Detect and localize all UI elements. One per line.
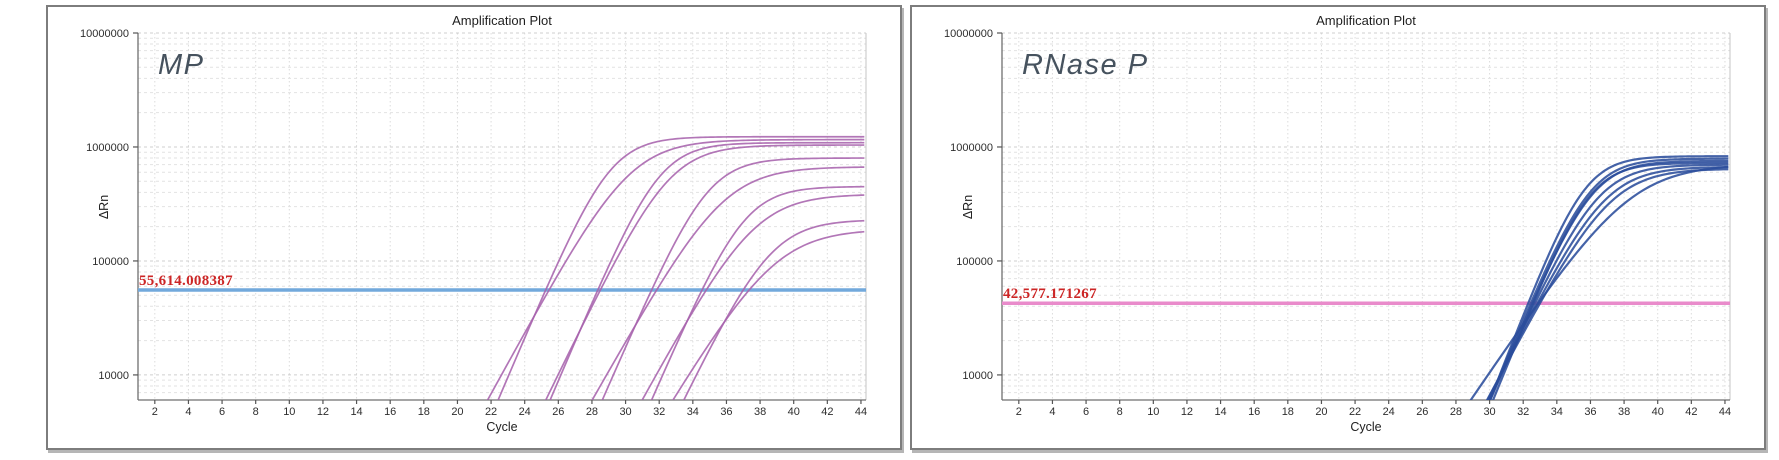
x-tick-label: 30 [1483,406,1495,418]
x-tick-label: 2 [1016,406,1022,418]
x-axis-title: Cycle [486,420,518,434]
x-tick-label: 32 [1517,406,1529,418]
x-tick-label: 36 [1584,406,1596,418]
x-tick-label: 24 [519,406,531,418]
x-tick-label: 18 [418,406,430,418]
curve-dil5-rep2[interactable] [647,230,865,442]
x-tick-label: 16 [1248,406,1260,418]
x-tick-label: 22 [1349,406,1361,418]
amplification-curves [466,135,865,443]
x-tick-label: 42 [821,406,833,418]
x-tick-label: 30 [619,406,631,418]
curve-rep2[interactable] [1474,157,1729,439]
x-tick-label: 2 [152,406,158,418]
x-tick-label: 42 [1685,406,1697,418]
grid [1002,32,1730,400]
y-tick-label: 10000 [98,370,129,382]
curve-rep7[interactable] [1443,165,1729,440]
curve-dil2-rep2[interactable] [526,144,865,440]
x-tick-label: 8 [253,406,259,418]
x-tick-label: 12 [317,406,329,418]
curve-dil1-rep2[interactable] [466,138,865,440]
x-tick-label: 38 [1618,406,1630,418]
x-tick-label: 40 [1652,406,1664,418]
mp-plot-panel: 10000000 1000000 100000 10000 2 4 6 8 10 12 14 16 18… [46,5,902,450]
y-tick-label: 100000 [956,256,993,268]
axes [133,32,867,404]
axes [997,32,1731,404]
y-axis-title: ΔRn [961,194,975,220]
y-tick-label: 10000 [962,370,993,382]
x-tick-label: 20 [451,406,463,418]
curve-dil3-rep2[interactable] [569,166,865,440]
y-tick-label: 10000000 [80,28,129,40]
x-tick-label: 22 [485,406,497,418]
threshold-value-label: 42,577.171267 [1003,286,1097,303]
x-tick-label: 8 [1117,406,1123,418]
x-tick-label: 28 [1450,406,1462,418]
assay-label-mp: MP [158,49,205,81]
x-tick-label: 4 [185,406,191,418]
x-tick-label: 44 [855,406,867,418]
x-tick-label: 10 [1147,406,1159,418]
curve-rep8[interactable] [1466,168,1729,439]
x-tick-label: 10 [283,406,295,418]
x-tick-label: 20 [1315,406,1327,418]
x-tick-label: 26 [1416,406,1428,418]
y-tick-label: 1000000 [86,142,129,154]
plot-title: Amplification Plot [1316,13,1416,28]
curve-dil5-rep1[interactable] [663,219,865,443]
x-tick-label: 28 [586,406,598,418]
x-tick-label: 12 [1181,406,1193,418]
x-tick-label: 34 [687,406,699,418]
x-tick-label: 44 [1719,406,1731,418]
x-tick-label: 14 [1214,406,1226,418]
grid [138,32,866,400]
x-tick-label: 4 [1049,406,1055,418]
curve-dil2-rep1[interactable] [534,141,865,438]
x-tick-label: 18 [1282,406,1294,418]
x-tick-label: 14 [350,406,362,418]
x-tick-label: 34 [1551,406,1563,418]
x-tick-label: 40 [788,406,800,418]
y-tick-label: 100000 [92,256,129,268]
curve-dil4-rep1[interactable] [635,185,865,439]
curve-dil1-rep1[interactable] [481,135,865,441]
curve-dil4-rep2[interactable] [620,194,865,441]
y-tick-label: 1000000 [950,142,993,154]
plot-title: Amplification Plot [452,13,552,28]
amplification-curves [1443,155,1729,443]
rnasep-plot-panel: 10000000 1000000 100000 10000 2 4 6 8 10 12 14 16 18… [910,5,1766,450]
x-tick-label: 32 [653,406,665,418]
assay-label-rnasep: RNase P [1022,49,1149,81]
x-tick-label: 24 [1383,406,1395,418]
curve-dil3-rep1[interactable] [584,157,865,441]
x-tick-label: 36 [720,406,732,418]
threshold-value-label: 55,614.008387 [139,272,233,289]
y-tick-label: 10000000 [944,28,993,40]
y-axis-title: ΔRn [97,194,111,220]
x-tick-label: 26 [552,406,564,418]
x-axis-title: Cycle [1350,420,1382,434]
x-tick-label: 6 [1083,406,1089,418]
curve-rep6[interactable] [1466,166,1729,443]
x-tick-label: 16 [384,406,396,418]
x-tick-label: 6 [219,406,225,418]
x-tick-label: 38 [754,406,766,418]
